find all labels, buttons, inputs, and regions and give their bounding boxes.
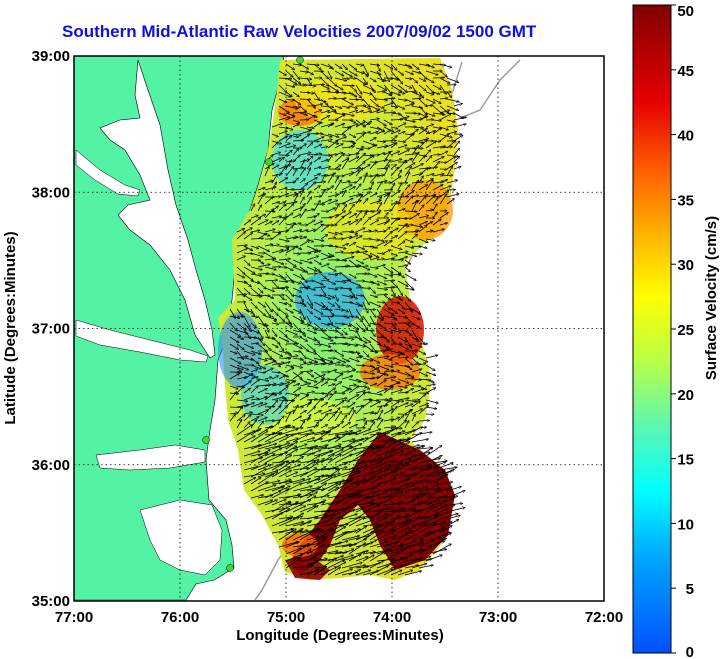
colorbar-ticks: 50454035302520151050 <box>671 3 694 659</box>
velocity-arrow <box>286 246 298 247</box>
velocity-arrow <box>419 421 430 422</box>
colorbar-tick-label: 35 <box>677 192 694 209</box>
colorbar-tick-label: 50 <box>677 3 694 20</box>
velocity-arrow <box>405 218 412 219</box>
colorbar-label: Surface Velocity (cm/s) <box>703 216 720 380</box>
colorbar-tick-label: 20 <box>677 387 694 404</box>
velocity-arrow <box>363 309 376 310</box>
radar-site-marker <box>203 437 210 444</box>
velocity-arrow <box>363 148 370 149</box>
x-axis-label: Longitude (Degrees:Minutes) <box>236 627 444 644</box>
y-tick-label: 37:00 <box>32 321 70 338</box>
x-axis-ticks: 77:00 76:00 75:00 74:00 73:00 72:00 <box>55 609 623 626</box>
x-tick-label: 77:00 <box>55 609 93 626</box>
velocity-arrow <box>384 113 396 114</box>
colorbar-tick-label: 15 <box>677 452 694 469</box>
y-tick-label: 36:00 <box>32 457 70 474</box>
colorbar-tick-label: 10 <box>677 516 694 533</box>
colorbar-tick-label: 25 <box>677 322 694 339</box>
x-tick-label: 72:00 <box>585 609 623 626</box>
velocity-arrow <box>342 141 353 142</box>
colorbar <box>633 5 671 653</box>
y-axis-ticks: 39:00 38:00 37:00 36:00 35:00 <box>32 48 70 610</box>
colorbar-tick-label: 45 <box>677 63 694 80</box>
x-tick-label: 74:00 <box>373 609 411 626</box>
y-tick-label: 35:00 <box>32 593 70 610</box>
x-tick-label: 76:00 <box>161 609 199 626</box>
velocity-arrow <box>342 232 354 233</box>
colorbar-tick-label: 0 <box>686 644 694 659</box>
velocity-map: 77:00 76:00 75:00 74:00 73:00 72:00 39:00 38:0… <box>0 0 724 659</box>
y-axis-label: Latitude (Degrees:Minutes) <box>2 231 19 424</box>
colorbar-tick-label: 40 <box>677 128 694 145</box>
x-tick-label: 75:00 <box>267 609 305 626</box>
y-tick-label: 38:00 <box>32 184 70 201</box>
colorbar-tick-label: 5 <box>686 581 694 598</box>
y-tick-label: 39:00 <box>32 48 70 65</box>
velocity-arrow <box>279 358 291 359</box>
radar-site-marker <box>297 57 304 64</box>
velocity-arrow <box>349 183 357 184</box>
radar-site-marker <box>227 565 234 572</box>
velocity-arrow <box>384 281 395 282</box>
radar-site-marker <box>266 159 273 166</box>
x-tick-label: 73:00 <box>479 609 517 626</box>
colorbar-tick-label: 30 <box>677 257 694 274</box>
velocity-patch-yellow-mid <box>325 200 415 260</box>
velocity-arrow <box>300 99 311 100</box>
velocity-arrow <box>335 204 345 205</box>
